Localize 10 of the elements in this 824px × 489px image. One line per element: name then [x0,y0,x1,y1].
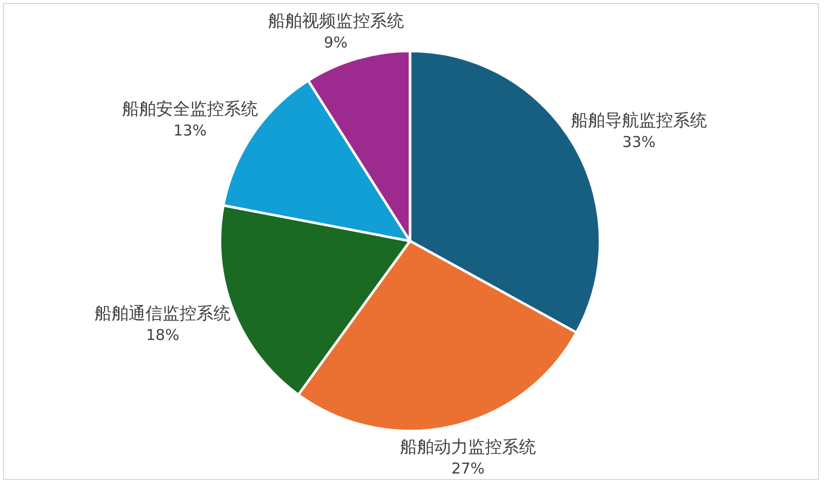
data-label: 13% [173,121,207,140]
slice-label: 船舶视频监控系统 [268,12,404,32]
data-label: 27% [451,460,485,478]
slice-label: 船舶导航监控系统 [570,111,707,132]
data-label: 18% [146,326,180,344]
data-label: 9% [324,34,348,52]
slice-label: 船舶动力监控系统 [400,438,536,458]
slice-label: 船舶通信监控系统 [94,304,231,324]
data-label: 33% [622,133,656,152]
slice-label: 船舶安全监控系统 [122,99,258,120]
